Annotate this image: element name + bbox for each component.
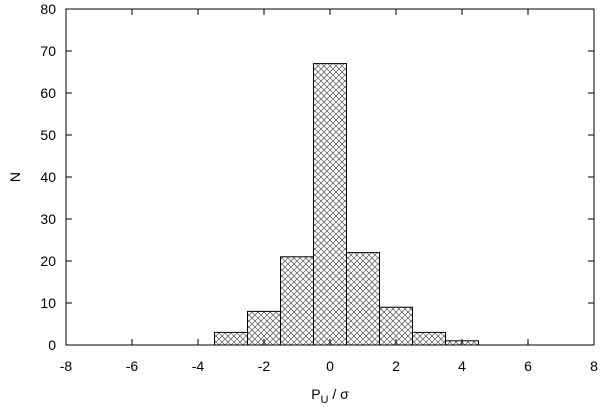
plot-frame	[65, 8, 595, 346]
x-tick-label-2: -4	[192, 358, 205, 374]
y-tick-label-4: 40	[40, 169, 56, 185]
x-axis-label: PU / σ	[311, 386, 349, 406]
x-axis-label-tail: / σ	[328, 386, 349, 402]
y-tick-label-6: 60	[40, 85, 56, 101]
histogram-bar-6	[412, 331, 446, 346]
x-tick-label-5: 2	[392, 358, 400, 374]
x-tick-label-0: -8	[60, 358, 73, 374]
x-axis-label-main: P	[311, 386, 320, 402]
histogram-bar-2	[280, 256, 314, 346]
histogram-bars	[214, 63, 479, 346]
y-axis-label: N	[7, 172, 23, 182]
x-tick-label-8: 8	[590, 358, 598, 374]
x-tick-label-7: 6	[524, 358, 532, 374]
histogram-bar-0	[214, 331, 248, 346]
y-tick-label-0: 0	[48, 337, 56, 353]
y-tick-label-2: 20	[40, 253, 56, 269]
x-tick-label-6: 4	[458, 358, 466, 374]
y-tick-label-3: 30	[40, 211, 56, 227]
x-tick-label-3: -2	[258, 358, 271, 374]
histogram-bar-5	[379, 306, 413, 346]
x-axis-label-subscript: U	[321, 394, 329, 406]
y-tick-label-8: 80	[40, 1, 56, 17]
x-tick-label-1: -6	[126, 358, 139, 374]
y-tick-label-1: 10	[40, 295, 56, 311]
x-tick-label-4: 0	[326, 358, 334, 374]
histogram-bar-3	[313, 63, 347, 346]
histogram-bar-4	[346, 252, 380, 346]
y-tick-label-5: 50	[40, 127, 56, 143]
y-tick-label-7: 70	[40, 43, 56, 59]
